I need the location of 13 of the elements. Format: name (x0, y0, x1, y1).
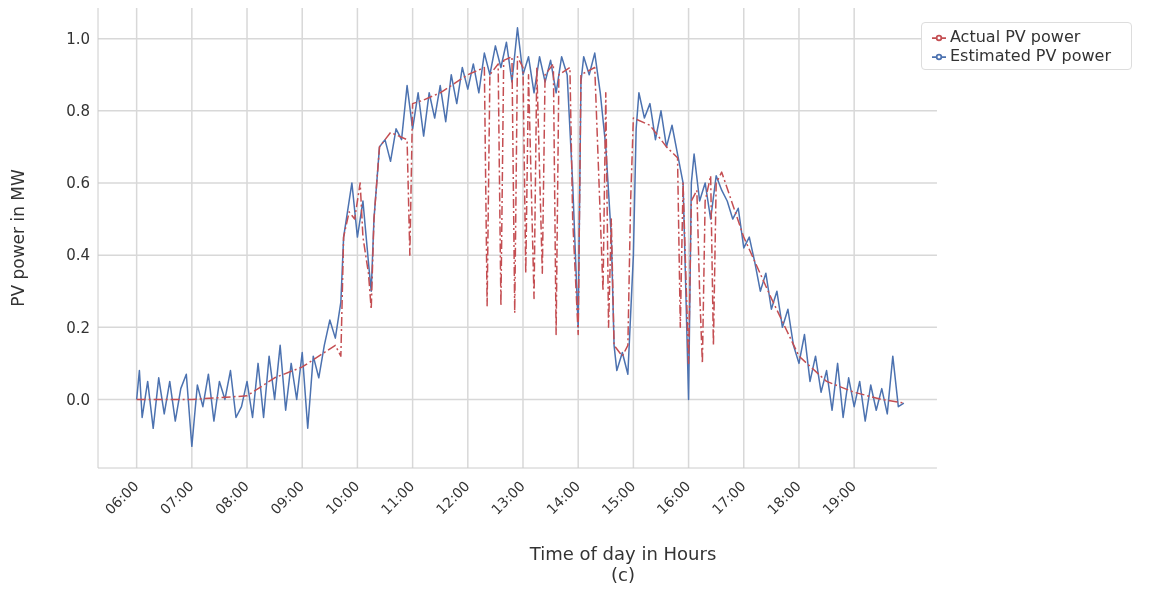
text: (c) (610, 564, 636, 585)
y-tick-label: 1.0 (66, 29, 90, 48)
y-tick-label: 0.8 (66, 102, 90, 121)
line-series (135, 55, 905, 404)
y-tick-label: 0.0 (66, 390, 90, 409)
y-axis-title: PV power in MW (8, 169, 29, 307)
y-tick-label: 0.2 (66, 318, 90, 337)
y-tick-label: 0.6 (66, 174, 90, 193)
line-series (135, 27, 905, 448)
y-tick-label: 0.4 (66, 246, 90, 265)
x-axis-title: Time of day in Hours (528, 543, 718, 564)
legend-label: Actual PV power (949, 27, 1081, 46)
legend-label: Estimated PV power (949, 46, 1111, 65)
